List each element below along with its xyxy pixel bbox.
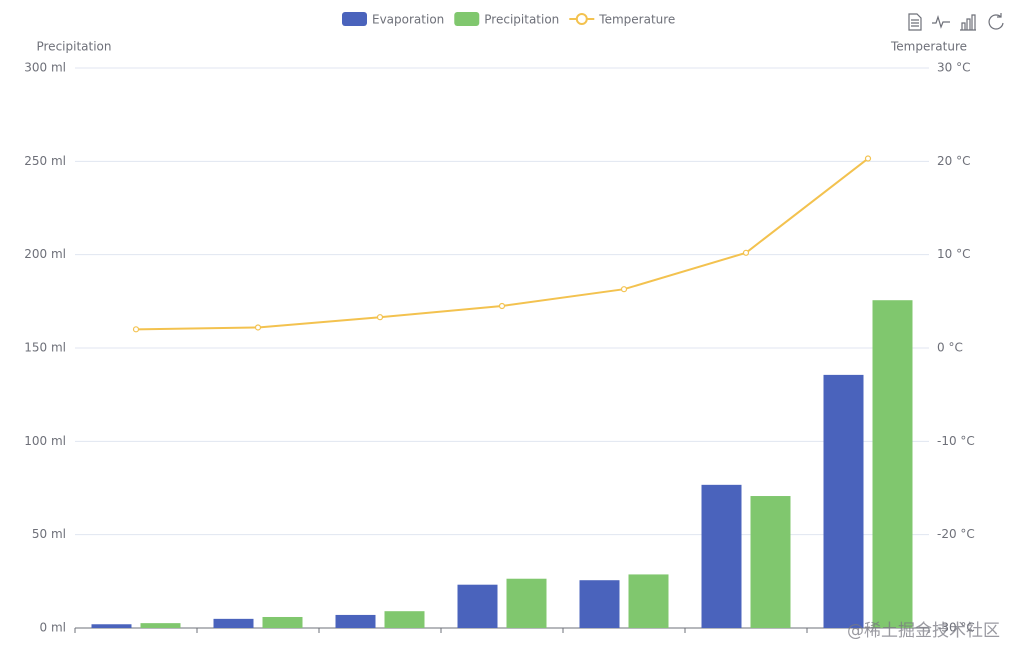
bar <box>335 614 376 628</box>
line-point <box>376 314 384 321</box>
bar <box>457 584 498 628</box>
bar <box>91 624 132 628</box>
bar <box>750 496 791 628</box>
y2-tick-label: -10 °C <box>937 434 975 448</box>
legend-label: Temperature <box>598 13 675 27</box>
bar <box>628 574 669 628</box>
line-point <box>254 324 262 331</box>
line-point <box>620 286 628 293</box>
line-point <box>864 155 872 162</box>
watermark: @稀土掘金技术社区 <box>847 621 1000 641</box>
data-view-button[interactable] <box>908 13 922 31</box>
bar-button[interactable] <box>960 14 976 31</box>
y-tick-label: 50 ml <box>32 527 66 541</box>
bar <box>262 616 303 628</box>
bar <box>579 580 620 628</box>
y2-tick-label: 30 °C <box>937 61 970 75</box>
legend-swatch <box>575 13 588 25</box>
line-point <box>498 302 506 310</box>
bar <box>701 484 742 628</box>
bar <box>140 623 181 628</box>
line-point <box>132 326 140 333</box>
restore-button[interactable] <box>988 13 1004 30</box>
bar <box>213 618 254 628</box>
toolbox[interactable] <box>908 13 1004 31</box>
legend-label: Precipitation <box>484 13 559 27</box>
y-tick-label: 150 ml <box>24 341 66 355</box>
y-tick-label: 300 ml <box>24 61 66 75</box>
bar <box>506 578 547 628</box>
bar <box>384 611 425 628</box>
y-tick-label: 250 ml <box>24 154 66 168</box>
legend-label: Evaporation <box>372 13 444 27</box>
bar <box>872 300 913 628</box>
legend-swatch <box>454 12 480 26</box>
line-button[interactable] <box>932 15 950 29</box>
y2-tick-label: 0 °C <box>937 341 963 355</box>
y2-axis-title: Temperature <box>890 40 967 54</box>
y-axis-title: Precipitation <box>36 40 111 54</box>
y2-tick-label: 10 °C <box>937 247 970 261</box>
y-tick-label: 100 ml <box>24 434 66 448</box>
y-tick-label: 200 ml <box>24 247 66 261</box>
bar <box>823 374 864 628</box>
y2-tick-label: -30 °C <box>937 621 975 635</box>
y2-tick-label: 20 °C <box>937 154 970 168</box>
line-point <box>742 249 750 256</box>
y2-tick-label: -20 °C <box>937 527 975 541</box>
legend-swatch <box>342 12 367 26</box>
y-tick-label: 0 ml <box>40 621 66 635</box>
